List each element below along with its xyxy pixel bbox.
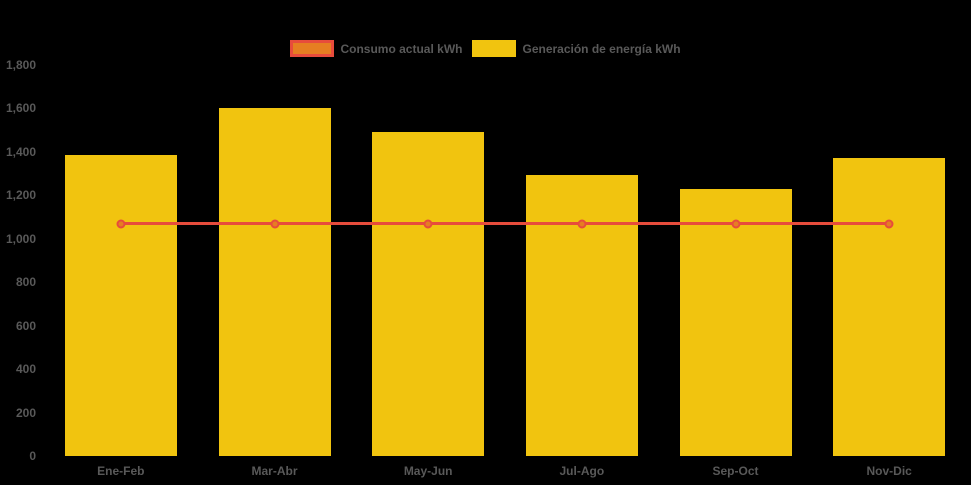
x-tick-label: Sep-Oct [712, 464, 759, 478]
bar-sep-oct[interactable] [679, 188, 792, 456]
y-tick-label: 0 [29, 449, 36, 463]
bar-ene-feb[interactable] [64, 155, 177, 456]
y-tick-label: 200 [15, 405, 36, 420]
y-axis: 0 200 400 600 800 1,000 1,200 1,400 1,600 1,800 [0, 58, 36, 463]
y-tick-label: 1,800 [5, 58, 36, 72]
bar-may-jun[interactable] [372, 132, 485, 456]
y-tick-label: 1,200 [5, 188, 36, 203]
bar-nov-dic[interactable] [833, 158, 946, 456]
x-tick-label: Ene-Feb [97, 464, 145, 478]
x-tick-label: Nov-Dic [866, 464, 912, 478]
y-tick-label: 1,400 [5, 144, 36, 159]
legend-item-generacion[interactable]: Generación de energía kWh [472, 40, 681, 57]
bar-mar-abr[interactable] [218, 108, 331, 456]
chart-legend: Consumo actual kWh Generación de energía … [0, 40, 971, 57]
y-tick-label: 600 [15, 318, 36, 333]
y-tick-label: 800 [15, 275, 36, 290]
legend-swatch-icon [290, 40, 335, 57]
y-tick-label: 1,000 [5, 231, 36, 246]
legend-label: Generación de energía kWh [522, 41, 681, 56]
x-tick-label: May-Jun [403, 464, 453, 478]
line-marker-jul-ago[interactable] [577, 219, 587, 229]
y-tick-label: 400 [15, 362, 36, 377]
x-tick-label: Jul-Ago [559, 464, 605, 478]
line-marker-ene-feb[interactable] [116, 219, 126, 229]
legend-swatch-icon [472, 40, 517, 57]
line-marker-nov-dic[interactable] [884, 219, 894, 229]
line-marker-mar-abr[interactable] [270, 219, 279, 229]
line-marker-may-jun[interactable] [423, 219, 433, 229]
x-axis: Ene-Feb Mar-Abr May-Jun Jul-Ago Sep-Oct Nov-D… [44, 464, 966, 484]
bar-jul-ago[interactable] [525, 174, 638, 456]
consumption-line [120, 222, 890, 226]
plot-area [44, 65, 966, 456]
x-tick-label: Mar-Abr [251, 464, 298, 478]
legend-item-consumo[interactable]: Consumo actual kWh [290, 40, 462, 57]
line-marker-sep-oct[interactable] [731, 219, 740, 229]
legend-label: Consumo actual kWh [340, 41, 463, 56]
y-tick-label: 1,600 [5, 101, 36, 116]
